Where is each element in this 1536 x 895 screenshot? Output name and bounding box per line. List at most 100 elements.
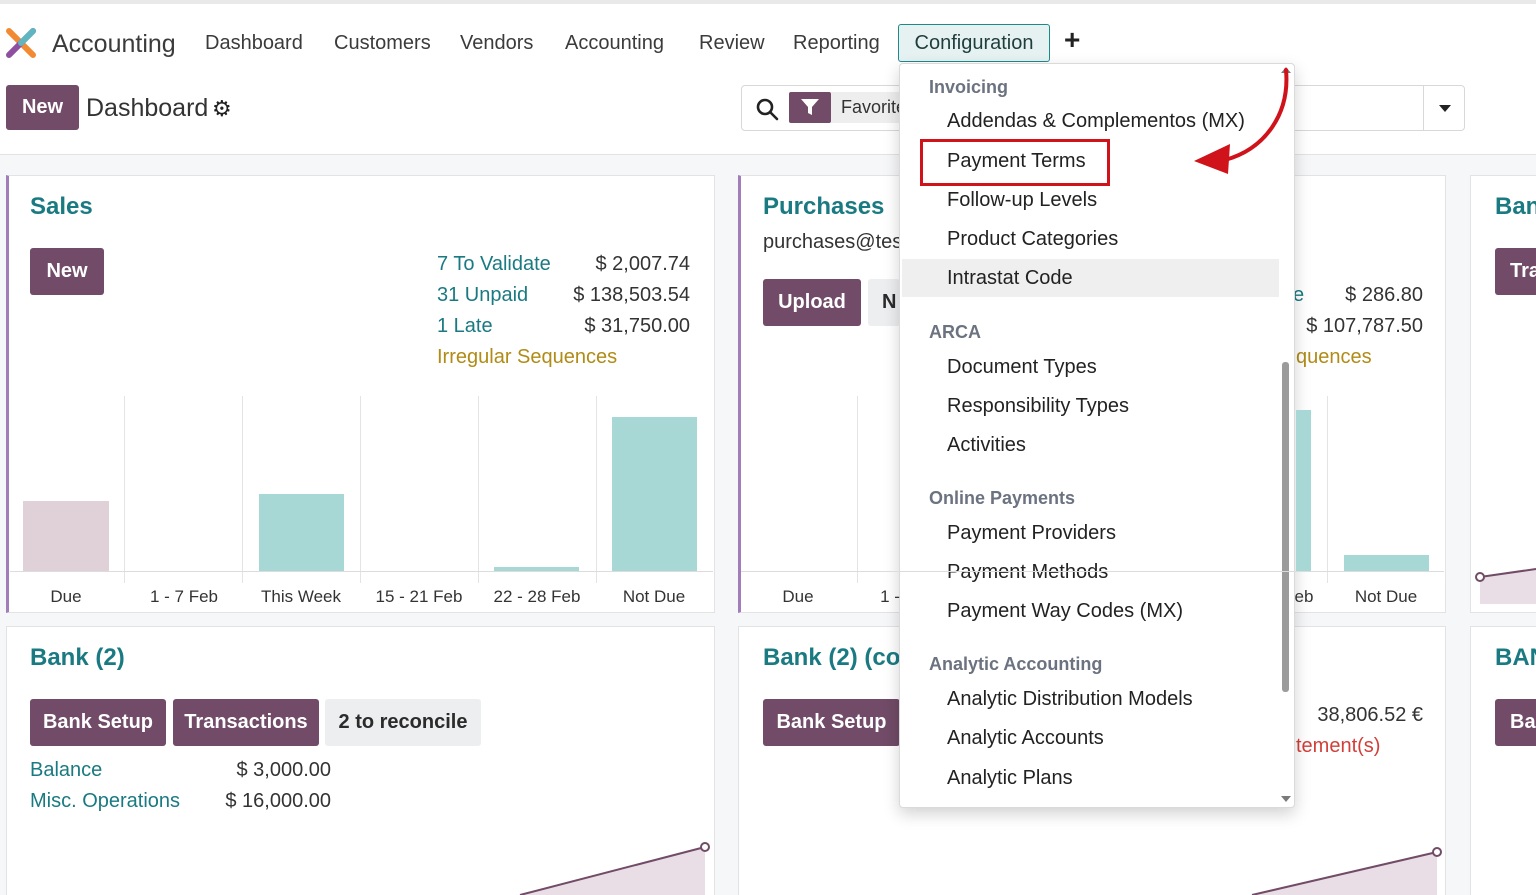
balance-link[interactable]: Balance: [30, 759, 103, 781]
menu-item-addendas[interactable]: Addendas & Complementos (MX): [947, 110, 1245, 132]
sales-new-button[interactable]: New: [30, 248, 104, 295]
menu-item-analytic-plans[interactable]: Analytic Plans: [947, 767, 1073, 789]
chart-bar[interactable]: [1296, 410, 1311, 571]
to-reconcile-button[interactable]: 2 to reconcile: [325, 699, 481, 746]
section-header-arca: ARCA: [929, 322, 981, 342]
chart-x-tick-label: 15 - 21 Feb: [375, 587, 463, 606]
purchases-partial-link[interactable]: e: [1293, 284, 1305, 306]
chart-grid-line: [1445, 396, 1446, 583]
menu-item-analytic-accounts[interactable]: Analytic Accounts: [947, 727, 1104, 749]
chart-grid-line: [478, 396, 479, 583]
bank-partial-transactions-button[interactable]: Tra: [1495, 248, 1536, 295]
bank-partial-sparkline: [1475, 568, 1536, 604]
app-title[interactable]: Accounting: [52, 30, 176, 58]
favorites-facet[interactable]: Favorites: [831, 92, 911, 123]
filter-icon: [801, 99, 819, 115]
bank2-company-statements-link[interactable]: tement(s): [1296, 735, 1381, 757]
search-options-toggle[interactable]: [1423, 86, 1464, 130]
sales-irregular-sequences-link[interactable]: Irregular Sequences: [437, 346, 618, 368]
sales-to-validate-link[interactable]: 7 To Validate: [437, 253, 551, 275]
chart-bar[interactable]: [23, 501, 109, 571]
filter-facet[interactable]: [789, 92, 831, 123]
chart-bar[interactable]: [259, 494, 344, 571]
purchases-email: purchases@tes: [763, 231, 903, 253]
search-icon[interactable]: [754, 96, 780, 122]
menu-item-analytic-distribution-models[interactable]: Analytic Distribution Models: [947, 688, 1193, 710]
sales-late-amount: $ 31,750.00: [584, 315, 690, 337]
chart-baseline: [741, 571, 1444, 572]
nav-accounting[interactable]: Accounting: [565, 32, 664, 54]
chart-grid-line: [596, 396, 597, 583]
menu-item-payment-way-codes[interactable]: Payment Way Codes (MX): [947, 600, 1183, 622]
menu-item-document-types[interactable]: Document Types: [947, 356, 1097, 378]
page-title: Dashboard: [86, 94, 209, 122]
chart-grid-line: [360, 396, 361, 583]
bank-setup-button[interactable]: Bank Setup: [30, 699, 166, 746]
nav-reporting[interactable]: Reporting: [793, 32, 880, 54]
bank2-title[interactable]: Bank (2): [30, 644, 125, 671]
sales-unpaid-amount: $ 138,503.54: [573, 284, 690, 306]
menu-item-activities[interactable]: Activities: [947, 434, 1026, 456]
header-divider: [0, 154, 1536, 155]
nav-configuration[interactable]: Configuration: [898, 24, 1050, 62]
bank2-company-setup-button[interactable]: Bank Setup: [763, 699, 900, 746]
new-dashboard-button[interactable]: New: [6, 85, 79, 130]
ban-partial-button[interactable]: Ba: [1495, 699, 1536, 746]
chart-grid-line: [1327, 396, 1328, 583]
bank2-company-amount: 38,806.52 €: [1317, 704, 1423, 726]
nav-vendors[interactable]: Vendors: [460, 32, 534, 54]
accounting-logo-icon[interactable]: [6, 28, 36, 58]
menu-item-payment-terms[interactable]: Payment Terms: [947, 150, 1086, 172]
purchases-irregular-sequences-link[interactable]: quences: [1296, 346, 1372, 368]
chart-x-tick-label: Not Due: [1354, 587, 1418, 606]
bank2-company-sparkline: [1251, 847, 1442, 895]
nav-review[interactable]: Review: [699, 32, 765, 54]
annotation-arrow-icon: [1194, 68, 1289, 174]
menu-item-responsibility-types[interactable]: Responsibility Types: [947, 395, 1129, 417]
menu-item-intrastat-code[interactable]: Intrastat Code: [902, 259, 1279, 297]
bank-partial-title[interactable]: Ban: [1495, 193, 1536, 220]
sales-title[interactable]: Sales: [30, 193, 93, 220]
ban-partial-title[interactable]: BAN: [1495, 644, 1536, 671]
chart-x-tick-label: Due: [50, 587, 82, 606]
sales-unpaid-link[interactable]: 31 Unpaid: [437, 284, 529, 306]
chart-x-tick-label: Not Due: [622, 587, 686, 606]
dropdown-scrollbar-thumb[interactable]: [1282, 362, 1289, 692]
menu-item-payment-providers[interactable]: Payment Providers: [947, 522, 1116, 544]
chart-bar[interactable]: [612, 417, 697, 571]
ban-partial-card: [1470, 626, 1536, 895]
purchases-new-button[interactable]: N: [868, 279, 900, 326]
bank2-card: [6, 626, 715, 895]
chart-bar[interactable]: [494, 567, 579, 571]
chart-bar[interactable]: [1344, 555, 1429, 571]
payment-terms-highlight-box: [920, 139, 1110, 186]
scroll-down-arrow-icon[interactable]: [1281, 796, 1291, 802]
chart-x-tick-label: 1 -: [880, 587, 900, 606]
add-menu-icon[interactable]: +: [1064, 24, 1081, 55]
chart-x-tick-label: 1 - 7 Feb: [149, 587, 219, 606]
menu-item-payment-methods[interactable]: Payment Methods: [947, 561, 1109, 583]
nav-dashboard[interactable]: Dashboard: [205, 32, 303, 54]
section-header-analytic-accounting: Analytic Accounting: [929, 654, 1103, 674]
menu-item-product-categories[interactable]: Product Categories: [947, 228, 1119, 250]
gear-icon[interactable]: ⚙: [212, 96, 232, 121]
purchases-title[interactable]: Purchases: [763, 193, 885, 220]
sales-late-link[interactable]: 1 Late: [437, 315, 493, 337]
chart-x-tick-label: 22 - 28 Feb: [493, 587, 581, 606]
chart-grid-line: [857, 396, 858, 583]
chart-baseline: [10, 571, 713, 572]
menu-item-follow-up-levels[interactable]: Follow-up Levels: [947, 189, 1098, 211]
upload-button[interactable]: Upload: [763, 279, 861, 326]
configuration-dropdown: Invoicing Addendas & Complementos (MX) P…: [899, 63, 1295, 808]
section-header-invoicing: Invoicing: [929, 77, 1009, 97]
bank2-company-title[interactable]: Bank (2) (co: [763, 644, 901, 671]
balance-amount: $ 3,000.00: [236, 759, 331, 781]
transactions-button[interactable]: Transactions: [173, 699, 319, 746]
sales-to-validate-amount: $ 2,007.74: [595, 253, 690, 275]
misc-operations-link[interactable]: Misc. Operations: [30, 790, 181, 812]
chart-grid-line: [242, 396, 243, 583]
purchases-amount-1: $ 286.80: [1345, 284, 1423, 306]
purchases-amount-2: $ 107,787.50: [1306, 315, 1423, 337]
bank2-sparkline: [519, 842, 710, 895]
nav-customers[interactable]: Customers: [334, 32, 431, 54]
